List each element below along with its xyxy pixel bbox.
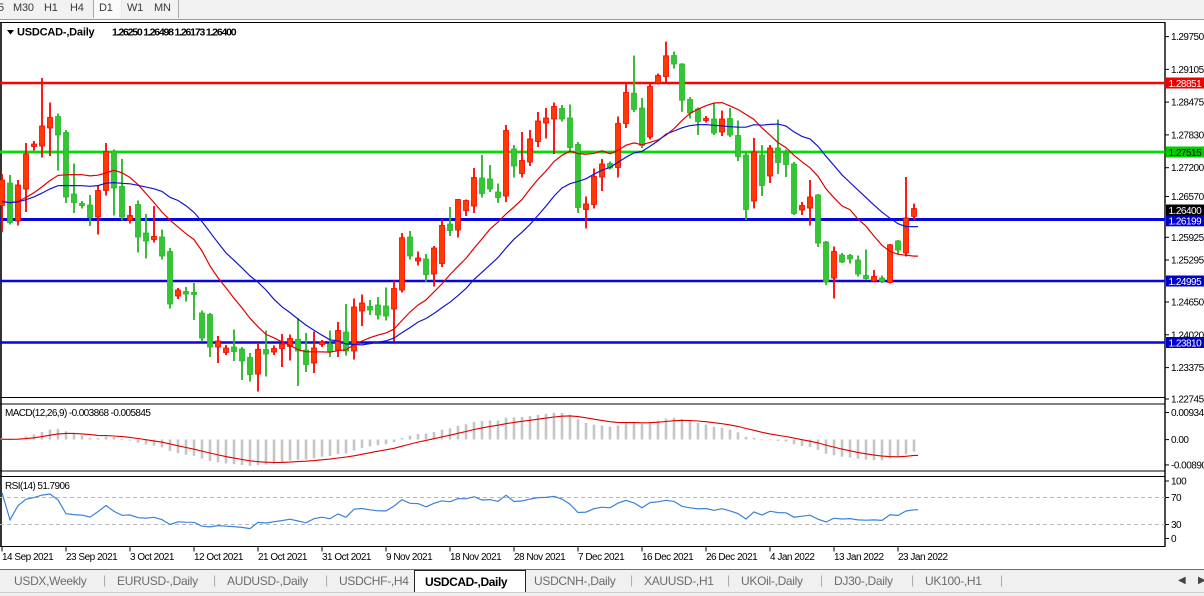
svg-text:1.26570: 1.26570: [1171, 192, 1204, 203]
svg-text:1.27830: 1.27830: [1171, 130, 1204, 141]
svg-text:31 Oct 2021: 31 Oct 2021: [322, 552, 372, 563]
svg-text:1.26250 1.26498 1.26173 1.2640: 1.26250 1.26498 1.26173 1.26400: [112, 27, 237, 39]
svg-text:1.26199: 1.26199: [1169, 217, 1203, 228]
svg-text:1.29105: 1.29105: [1171, 65, 1204, 76]
svg-text:0.00: 0.00: [1171, 435, 1189, 446]
svg-text:30: 30: [1171, 520, 1182, 531]
svg-text:12 Oct 2021: 12 Oct 2021: [194, 552, 244, 563]
svg-text:1.27515: 1.27515: [1169, 148, 1203, 159]
svg-text:1.28475: 1.28475: [1171, 98, 1204, 109]
svg-text:70: 70: [1171, 493, 1182, 504]
svg-text:23 Jan 2022: 23 Jan 2022: [898, 552, 948, 563]
svg-text:1.24995: 1.24995: [1169, 277, 1203, 288]
svg-text:26 Dec 2021: 26 Dec 2021: [706, 552, 758, 563]
svg-text:1.23810: 1.23810: [1169, 338, 1203, 349]
svg-text:16 Dec 2021: 16 Dec 2021: [642, 552, 694, 563]
svg-text:1.25295: 1.25295: [1171, 256, 1204, 267]
svg-text:1.23375: 1.23375: [1171, 363, 1204, 374]
svg-text:100: 100: [1171, 477, 1187, 488]
svg-text:USDCAD-,Daily: USDCAD-,Daily: [17, 27, 96, 39]
svg-text:18 Nov 2021: 18 Nov 2021: [450, 552, 502, 563]
svg-text:1.22745: 1.22745: [1171, 395, 1204, 406]
svg-text:1.25925: 1.25925: [1171, 233, 1204, 244]
svg-text:1.28851: 1.28851: [1169, 79, 1203, 90]
svg-text:1.24650: 1.24650: [1171, 298, 1204, 309]
svg-text:1.24020: 1.24020: [1171, 330, 1204, 341]
svg-text:1.29750: 1.29750: [1171, 32, 1204, 43]
svg-text:14 Sep 2021: 14 Sep 2021: [2, 552, 54, 563]
svg-text:1.27200: 1.27200: [1171, 163, 1204, 174]
svg-text:-0.00890: -0.00890: [1171, 460, 1204, 471]
svg-text:28 Nov 2021: 28 Nov 2021: [514, 552, 566, 563]
svg-text:13 Jan 2022: 13 Jan 2022: [834, 552, 884, 563]
svg-text:1.26400: 1.26400: [1169, 206, 1203, 217]
svg-text:RSI(14) 51.7906: RSI(14) 51.7906: [5, 481, 70, 492]
svg-text:21 Oct 2021: 21 Oct 2021: [258, 552, 308, 563]
svg-text:MACD(12,26,9) -0.003868 -0.005: MACD(12,26,9) -0.003868 -0.005845: [5, 408, 151, 419]
svg-text:0.009345: 0.009345: [1171, 408, 1204, 419]
svg-text:4 Jan 2022: 4 Jan 2022: [770, 552, 815, 563]
svg-text:7 Dec 2021: 7 Dec 2021: [578, 552, 625, 563]
svg-text:23 Sep 2021: 23 Sep 2021: [66, 552, 118, 563]
svg-text:3 Oct 2021: 3 Oct 2021: [130, 552, 175, 563]
svg-text:0: 0: [1171, 534, 1177, 545]
svg-text:9 Nov 2021: 9 Nov 2021: [386, 552, 433, 563]
